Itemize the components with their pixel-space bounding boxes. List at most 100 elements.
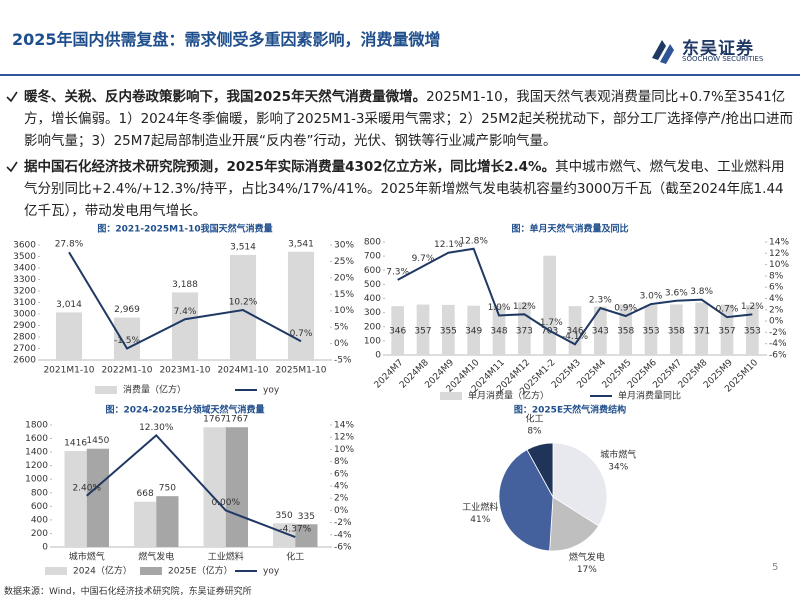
y-tick-label: 2600 bbox=[13, 356, 36, 366]
y-tick-label: 2700 bbox=[13, 344, 36, 354]
line-value-label: 3.6% bbox=[665, 288, 688, 298]
legend-swatch bbox=[95, 386, 117, 394]
line-value-label: 2.40% bbox=[72, 483, 101, 493]
bar bbox=[619, 304, 632, 355]
bar bbox=[295, 524, 318, 547]
bar-value-label: 357 bbox=[718, 327, 735, 337]
y-tick-label: 1600 bbox=[25, 434, 48, 444]
check-icon bbox=[6, 91, 18, 103]
chart-title: 图：2024-2025E分领域天然气消费量 bbox=[106, 404, 265, 416]
bar bbox=[416, 304, 430, 355]
bullet-bold: 据中国石化经济技术研究院预测，2025年实际消费量4302亿立方米，同比增长2.… bbox=[24, 159, 556, 175]
y-tick-label: 2900 bbox=[13, 321, 36, 331]
header-rule bbox=[0, 74, 800, 76]
legend-swatch bbox=[140, 567, 162, 575]
check-icon bbox=[6, 161, 18, 173]
chart-title: 图：2021-2025M1-10我国天然气消费量 bbox=[97, 223, 272, 235]
x-tick-label: 2022M1-10 bbox=[101, 366, 152, 376]
legend-label: 单月消费量同比 bbox=[618, 390, 681, 402]
line-value-label: 3.0% bbox=[640, 292, 663, 302]
bar-value-label: 373 bbox=[516, 327, 533, 337]
bar bbox=[113, 317, 141, 360]
y-tick-label: 300 bbox=[364, 308, 381, 318]
y2-tick-label: 12% bbox=[769, 249, 789, 259]
y2-tick-label: 10% bbox=[769, 260, 789, 270]
bar-value-label: 350 bbox=[276, 511, 293, 521]
pie-label: 城市燃气 bbox=[600, 449, 636, 461]
bar bbox=[287, 251, 315, 360]
y2-tick-label: 2% bbox=[769, 305, 784, 315]
y2-tick-label: 6% bbox=[769, 283, 784, 293]
bar bbox=[156, 496, 179, 547]
bar-value-label: 668 bbox=[137, 489, 154, 499]
line-value-label: -1.7% bbox=[537, 318, 564, 328]
pie-value-label: 17% bbox=[577, 565, 597, 575]
bar bbox=[229, 254, 257, 360]
line-value-label: 0.00% bbox=[211, 498, 240, 508]
y-tick-label: 600 bbox=[31, 502, 48, 512]
bar bbox=[134, 501, 157, 547]
bar-value-label: 3,188 bbox=[172, 280, 198, 290]
legend-swatch bbox=[440, 392, 462, 400]
bar-value-label: 3,541 bbox=[288, 239, 314, 249]
y2-tick-label: 15% bbox=[334, 290, 354, 300]
slide-title: 2025年国内供需复盘：需求侧受多重因素影响，消费量微增 bbox=[12, 30, 441, 49]
bar bbox=[273, 523, 296, 547]
y-tick-label: 3200 bbox=[13, 287, 36, 297]
pie-label: 化工 bbox=[525, 412, 543, 424]
bar bbox=[203, 427, 226, 547]
line-value-label: 0.7% bbox=[716, 305, 739, 315]
bar-value-label: 371 bbox=[693, 327, 710, 337]
bar bbox=[543, 255, 556, 355]
y-tick-label: 1200 bbox=[25, 461, 48, 471]
line-value-label: 1.2% bbox=[513, 302, 536, 312]
y2-tick-label: -4% bbox=[769, 339, 787, 349]
bar-value-label: 349 bbox=[465, 327, 482, 337]
y2-tick-label: 14% bbox=[334, 421, 354, 431]
bar bbox=[225, 427, 248, 547]
bar-value-label: 1450 bbox=[86, 436, 109, 446]
logo-text: 东吴证券 bbox=[682, 39, 754, 59]
x-tick-label: 2025M1-10 bbox=[275, 366, 326, 376]
y-tick-label: 3300 bbox=[13, 275, 36, 285]
y2-tick-label: 20% bbox=[334, 273, 354, 283]
y2-tick-label: 30% bbox=[334, 241, 354, 251]
y-tick-label: 3100 bbox=[13, 298, 36, 308]
y2-tick-label: 0% bbox=[334, 506, 349, 516]
line-value-label: 1.2% bbox=[741, 302, 764, 312]
y2-tick-label: 2% bbox=[334, 494, 349, 504]
bar-value-label: 346 bbox=[389, 327, 406, 337]
y-tick-label: 1800 bbox=[25, 421, 48, 431]
y2-tick-label: -5% bbox=[334, 356, 352, 366]
line-value-label: -1.5% bbox=[114, 336, 141, 346]
bar-value-label: 355 bbox=[440, 327, 457, 337]
bar-value-label: 3,014 bbox=[56, 300, 82, 310]
bar-value-label: 358 bbox=[668, 327, 685, 337]
line-value-label: 27.8% bbox=[55, 240, 84, 250]
legend-label: 2024（亿方） bbox=[73, 565, 132, 577]
bullet: 据中国石化经济技术研究院预测，2025年实际消费量4302亿立方米，同比增长2.… bbox=[24, 156, 794, 222]
y-tick-label: 3000 bbox=[13, 310, 36, 320]
bar bbox=[171, 292, 199, 360]
legend-swatch bbox=[45, 567, 67, 575]
line-value-label: 1.0% bbox=[488, 303, 511, 313]
y2-tick-label: 8% bbox=[769, 271, 784, 281]
bar bbox=[86, 448, 109, 547]
line bbox=[68, 251, 302, 350]
source: 数据来源：Wind，中国石化经济技术研究院，东吴证券研究所 bbox=[4, 587, 252, 597]
legend-label: yoy bbox=[263, 567, 280, 577]
bar-value-label: 348 bbox=[490, 327, 507, 337]
pie-value-label: 34% bbox=[608, 463, 628, 473]
pie-label: 工业燃料 bbox=[462, 501, 498, 513]
y-tick-label: 200 bbox=[31, 529, 48, 539]
bullet-bold: 暖冬、关税、反内卷政策影响下，我国2025年天然气消费量微增。 bbox=[24, 89, 427, 105]
pie-slice bbox=[498, 449, 554, 552]
legend-label: 2025E（亿方） bbox=[168, 565, 233, 577]
y2-tick-label: 10% bbox=[334, 306, 354, 316]
bar-value-label: 346 bbox=[566, 327, 583, 337]
y2-tick-label: 4% bbox=[334, 482, 349, 492]
line-value-label: 0.9% bbox=[614, 304, 637, 314]
y-tick-label: 400 bbox=[31, 515, 48, 525]
bar bbox=[64, 451, 87, 547]
bar-value-label: 358 bbox=[617, 327, 634, 337]
